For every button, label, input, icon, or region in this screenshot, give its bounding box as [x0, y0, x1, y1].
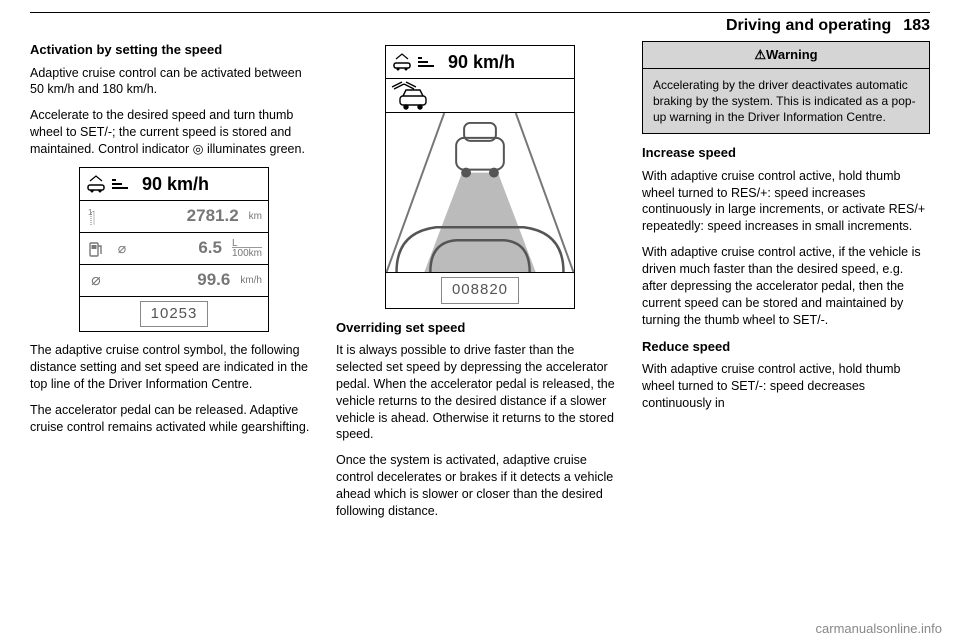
- display1-speed: 90 km/h: [142, 172, 209, 196]
- warning-box: ⚠Warning Accelerating by the driver deac…: [642, 41, 930, 134]
- page-number: 183: [903, 17, 930, 35]
- col1-heading: Activation by setting the speed: [30, 41, 318, 59]
- cruise-icons: [86, 175, 132, 193]
- display2-speed-row: 90 km/h: [386, 46, 574, 79]
- display1-fuel-value: 6.5: [198, 237, 222, 260]
- display2-odo-row: 008820: [386, 273, 574, 307]
- dashboard-display-2: 90 km/h: [385, 45, 575, 309]
- manual-page: Driving and operating 183 Activation by …: [0, 0, 960, 537]
- collision-warning-icon: [386, 79, 446, 113]
- col3-para2: With adaptive cruise control active, if …: [642, 244, 930, 328]
- page-header: Driving and operating 183: [30, 17, 930, 35]
- footer-watermark: carmanualsonline.info: [816, 621, 942, 636]
- avg-symbol-icon: ⌀: [112, 239, 132, 259]
- dashboard-display-1: 90 km/h 1 2781.2 km ⌀ 6.5 L: [79, 167, 269, 332]
- display1-fuel-unit: L 100km: [232, 239, 262, 259]
- content-columns: Activation by setting the speed Adaptive…: [30, 41, 930, 529]
- car-distance-icon: [86, 175, 106, 193]
- col2-para1: It is always possible to drive faster th…: [336, 342, 624, 443]
- cruise-icons-2: [392, 53, 438, 71]
- fuel-unit-bot: 100km: [232, 247, 262, 259]
- bars-icon: [110, 177, 132, 191]
- col1-para4: The accelerator pedal can be released. A…: [30, 402, 318, 436]
- display2-speed: 90 km/h: [448, 50, 515, 74]
- svg-text:1: 1: [88, 208, 93, 217]
- display1-odometer: 10253: [140, 301, 209, 327]
- col1-para2: Accelerate to the desired speed and turn…: [30, 107, 318, 158]
- col3-para3: With adaptive cruise control active, hol…: [642, 361, 930, 412]
- col3-heading-increase: Increase speed: [642, 144, 930, 162]
- display1-avg-value: 99.6: [197, 269, 230, 292]
- display2-odometer: 008820: [441, 277, 519, 303]
- car-distance-icon: [392, 53, 412, 71]
- col2-heading: Overriding set speed: [336, 319, 624, 337]
- display1-odo-row: 10253: [80, 297, 268, 331]
- trip-icon: 1: [86, 207, 106, 227]
- display1-trip-row: 1 2781.2 km: [80, 201, 268, 233]
- display1-avg-row: ⌀ 99.6 km/h: [80, 265, 268, 297]
- col1-para3: The adaptive cruise control symbol, the …: [30, 342, 318, 393]
- display1-speed-row: 90 km/h: [80, 168, 268, 201]
- col3-para1: With adaptive cruise control active, hol…: [642, 168, 930, 236]
- display2-road-view: [386, 113, 574, 273]
- col3-heading-reduce: Reduce speed: [642, 338, 930, 356]
- column-2: 90 km/h: [336, 41, 624, 529]
- header-rule: [30, 12, 930, 13]
- display1-fuel-row: ⌀ 6.5 L 100km: [80, 233, 268, 265]
- display1-trip-unit: km: [249, 212, 262, 222]
- bars-icon: [416, 55, 438, 69]
- column-1: Activation by setting the speed Adaptive…: [30, 41, 318, 529]
- section-title: Driving and operating: [726, 17, 891, 35]
- col2-para2: Once the system is activated, adaptive c…: [336, 452, 624, 520]
- warning-title: ⚠Warning: [643, 42, 929, 69]
- display1-avg-unit: km/h: [240, 276, 262, 286]
- display1-trip-value: 2781.2: [187, 205, 239, 228]
- col1-para1: Adaptive cruise control can be activated…: [30, 65, 318, 99]
- display2-collision-row: [386, 79, 574, 113]
- avg-icon: ⌀: [86, 271, 106, 291]
- column-3: ⚠Warning Accelerating by the driver deac…: [642, 41, 930, 529]
- warning-body: Accelerating by the driver deactivates a…: [643, 69, 929, 134]
- fuel-icon: [86, 239, 106, 259]
